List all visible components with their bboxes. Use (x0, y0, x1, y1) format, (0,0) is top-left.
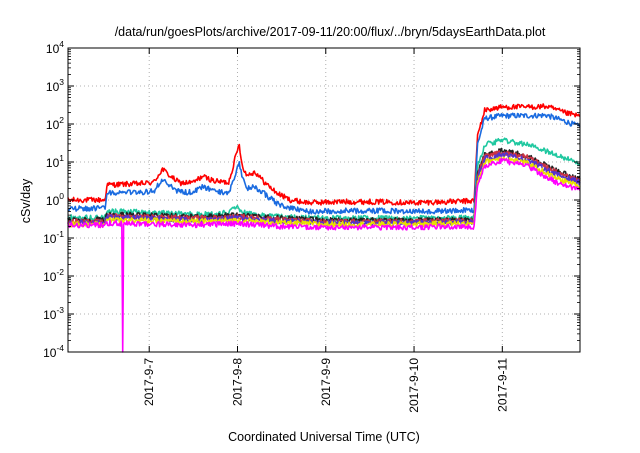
y-tick-label: 101 (46, 153, 64, 170)
x-tick-label: 2017-9-11 (495, 358, 509, 412)
x-tick-label: 2017-9-8 (230, 358, 244, 406)
series-line-8 (67, 157, 581, 353)
y-tick-label: 10-3 (43, 305, 64, 322)
x-tick-label: 2017-9-9 (319, 358, 333, 406)
y-axis-label: cSv/day (19, 178, 33, 223)
series-line-1 (67, 103, 581, 206)
series-lines (67, 103, 581, 353)
x-tick-label: 2017-9-10 (407, 358, 421, 413)
y-tick-label: 10-2 (43, 267, 64, 284)
y-tick-label: 10-1 (43, 229, 64, 246)
y-tick-label: 100 (46, 191, 64, 208)
grid-lines (68, 48, 580, 352)
axis-ticks: 10-4 10-3 10-2 10-1 100 101 102 103 104 2017-9-7 2… (43, 39, 580, 413)
series-line-5 (67, 149, 581, 225)
y-tick-label: 102 (46, 115, 64, 132)
y-tick-label: 10-4 (43, 343, 64, 360)
series-line-2 (67, 112, 581, 215)
y-tick-label: 104 (46, 39, 64, 56)
x-axis-label: Coordinated Universal Time (UTC) (228, 430, 420, 444)
y-tick-label: 103 (46, 77, 64, 94)
chart-title: /data/run/goesPlots/archive/2017-09-11/2… (115, 25, 546, 39)
x-tick-label: 2017-9-7 (142, 358, 156, 406)
series-line-3 (67, 137, 581, 222)
